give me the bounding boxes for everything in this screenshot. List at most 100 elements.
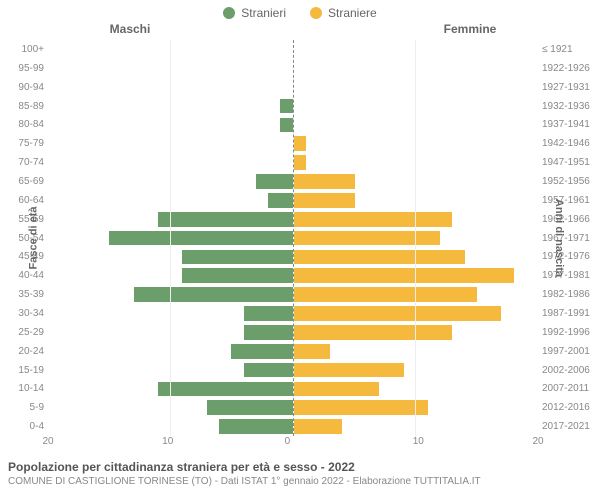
male-bar [134, 287, 293, 302]
bar-row [48, 342, 293, 361]
legend-label-male: Stranieri [241, 6, 286, 20]
age-label: 90-94 [0, 78, 48, 97]
bar-row [48, 247, 293, 266]
bar-row [48, 229, 293, 248]
column-headers: Maschi Femmine [0, 22, 600, 36]
male-bar [244, 325, 293, 340]
bar-row [294, 191, 539, 210]
chart-title: Popolazione per cittadinanza straniera p… [0, 454, 600, 474]
male-bar [280, 99, 292, 114]
population-pyramid-chart: Stranieri Straniere Maschi Femmine Fasce… [0, 0, 600, 500]
year-label: 1982-1986 [538, 285, 600, 304]
age-label: 85-89 [0, 97, 48, 116]
female-bar [294, 136, 306, 151]
age-label: 40-44 [0, 266, 48, 285]
age-label: 95-99 [0, 59, 48, 78]
year-label: 2002-2006 [538, 361, 600, 380]
bar-row [294, 266, 539, 285]
bar-row [294, 172, 539, 191]
age-label: 25-29 [0, 323, 48, 342]
bar-row [48, 78, 293, 97]
bar-row [48, 379, 293, 398]
bar-row [294, 361, 539, 380]
x-tick: 10 [413, 436, 424, 454]
age-label: 70-74 [0, 153, 48, 172]
female-bar [294, 306, 502, 321]
bar-row [48, 59, 293, 78]
bar-row [294, 304, 539, 323]
female-bar [294, 382, 380, 397]
bar-row [294, 40, 539, 59]
bar-row [294, 229, 539, 248]
age-label: 60-64 [0, 191, 48, 210]
bar-row [48, 361, 293, 380]
year-labels: ≤ 19211922-19261927-19311932-19361937-19… [538, 40, 600, 436]
bar-row [48, 285, 293, 304]
bar-row [294, 210, 539, 229]
male-bar [219, 419, 292, 434]
male-bar [244, 363, 293, 378]
y-axis-title-right: Anni di nascita [553, 199, 565, 277]
legend-swatch-female [310, 7, 322, 19]
year-label: 1992-1996 [538, 323, 600, 342]
male-bar [207, 400, 293, 415]
male-bar [158, 382, 292, 397]
x-tick: 20 [42, 436, 53, 454]
age-label: 100+ [0, 40, 48, 59]
bar-row [294, 153, 539, 172]
bar-row [294, 115, 539, 134]
year-label: 2007-2011 [538, 379, 600, 398]
age-label: 15-19 [0, 361, 48, 380]
bar-row [294, 97, 539, 116]
chart-source: COMUNE DI CASTIGLIONE TORINESE (TO) - Da… [0, 474, 600, 487]
legend-swatch-male [223, 7, 235, 19]
plot-area: Fasce di età Anni di nascita 100+95-9990… [0, 40, 600, 436]
bar-row [294, 417, 539, 436]
bar-row [48, 134, 293, 153]
age-label: 0-4 [0, 417, 48, 436]
bar-row [48, 417, 293, 436]
year-label: 1997-2001 [538, 342, 600, 361]
female-bar [294, 419, 343, 434]
bar-row [48, 210, 293, 229]
x-axis: 20 10 0 0 10 20 [48, 436, 538, 454]
female-bar [294, 344, 331, 359]
age-labels: 100+95-9990-9485-8980-8475-7970-7465-696… [0, 40, 48, 436]
age-label: 75-79 [0, 134, 48, 153]
year-label: 1922-1926 [538, 59, 600, 78]
male-bars [48, 40, 294, 436]
male-bar [231, 344, 292, 359]
year-label: 2017-2021 [538, 417, 600, 436]
bar-row [294, 379, 539, 398]
age-label: 5-9 [0, 398, 48, 417]
female-bar [294, 155, 306, 170]
bar-row [48, 266, 293, 285]
male-bar [109, 231, 292, 246]
female-bar [294, 174, 355, 189]
female-bar [294, 193, 355, 208]
male-bar [182, 268, 292, 283]
bars-area [48, 40, 538, 436]
year-label: 1937-1941 [538, 115, 600, 134]
bar-row [294, 323, 539, 342]
age-label: 80-84 [0, 115, 48, 134]
legend-item-male: Stranieri [223, 6, 286, 20]
male-bar [268, 193, 292, 208]
female-bar [294, 268, 514, 283]
x-ticks-right: 0 10 20 [293, 436, 538, 454]
bar-row [48, 304, 293, 323]
bar-row [294, 342, 539, 361]
female-bar [294, 250, 465, 265]
bar-row [294, 78, 539, 97]
legend-item-female: Straniere [310, 6, 377, 20]
legend-label-female: Straniere [328, 6, 377, 20]
col-title-male: Maschi [0, 22, 300, 36]
year-label: 1947-1951 [538, 153, 600, 172]
y-axis-title-left: Fasce di età [27, 207, 39, 270]
age-label: 55-59 [0, 210, 48, 229]
year-label: 1957-1961 [538, 191, 600, 210]
age-label: 10-14 [0, 379, 48, 398]
age-label: 35-39 [0, 285, 48, 304]
male-bar [158, 212, 292, 227]
year-label: 1977-1981 [538, 266, 600, 285]
